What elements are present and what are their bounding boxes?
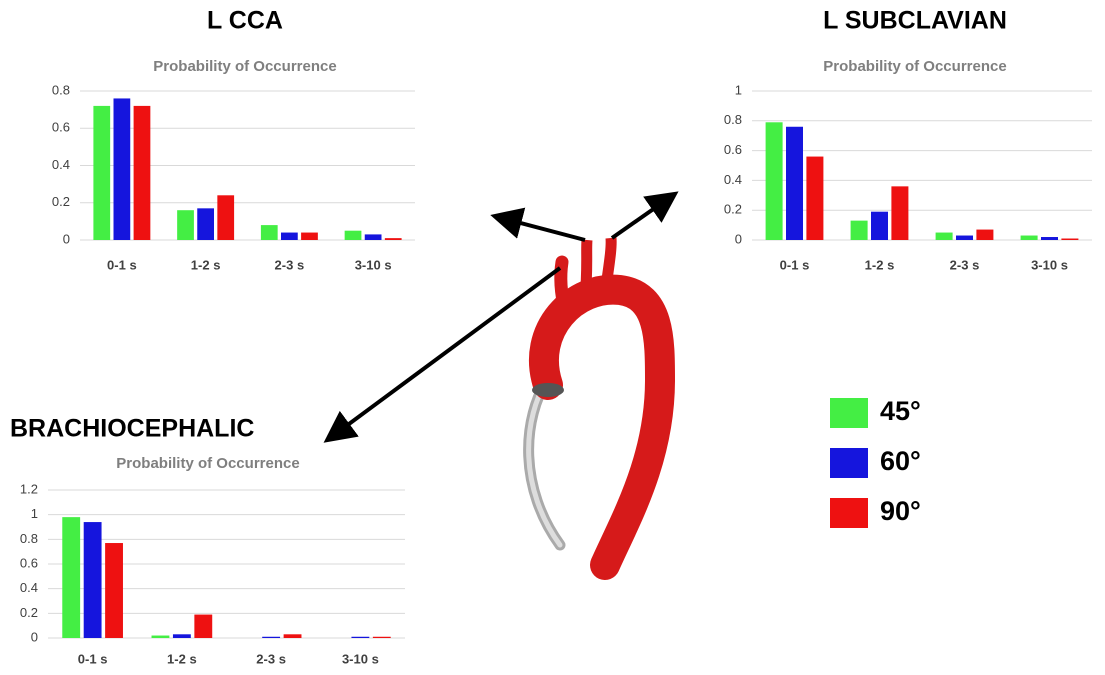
aorta-illustration: [523, 237, 676, 580]
y-tick-label: 0.8: [52, 82, 70, 97]
x-tick-label: 2-3 s: [256, 651, 286, 666]
y-tick-label: 1: [31, 506, 38, 521]
bar: [372, 636, 391, 638]
bar: [786, 126, 803, 240]
bar: [806, 156, 824, 240]
bar: [194, 614, 213, 638]
y-tick-label: 0.2: [724, 202, 742, 217]
chart-title: Probability of Occurrence: [823, 58, 1006, 75]
bar: [384, 238, 402, 240]
bar: [260, 225, 278, 240]
bar: [283, 634, 302, 638]
x-tick-label: 1-2 s: [167, 651, 197, 666]
chart-title: Probability of Occurrence: [153, 58, 336, 75]
x-tick-label: 3-10 s: [355, 257, 392, 272]
y-tick-label: 0.8: [20, 531, 38, 546]
x-tick-label: 0-1 s: [780, 257, 810, 272]
y-tick-label: 0.6: [20, 555, 38, 570]
bar: [891, 186, 909, 240]
legend-swatch: [830, 448, 868, 478]
bar: [177, 210, 194, 240]
bar: [351, 636, 370, 638]
bar: [344, 230, 362, 240]
y-tick-label: 0.2: [20, 605, 38, 620]
bar: [172, 634, 191, 638]
y-tick-label: 0.6: [724, 142, 742, 157]
x-tick-label: 3-10 s: [342, 651, 379, 666]
legend-swatch: [830, 498, 868, 528]
y-tick-label: 0: [735, 231, 742, 246]
bar: [850, 220, 868, 240]
legend-label: 45°: [880, 396, 921, 426]
bar: [765, 122, 783, 240]
bar: [197, 208, 214, 240]
bar: [871, 211, 888, 240]
y-tick-label: 0: [31, 629, 38, 644]
chart-title: Probability of Occurrence: [116, 455, 299, 472]
x-tick-label: 2-3 s: [950, 257, 980, 272]
bar: [1061, 238, 1079, 240]
bar: [935, 232, 953, 240]
bar: [133, 105, 151, 241]
bar: [105, 543, 123, 638]
bar: [1041, 237, 1058, 240]
chart-heading: BRACHIOCEPHALIC: [10, 415, 254, 443]
y-tick-label: 1.2: [20, 481, 38, 496]
y-tick-label: 0.6: [52, 120, 70, 135]
bar: [113, 98, 131, 240]
y-tick-label: 0.4: [52, 157, 70, 172]
bar: [281, 232, 298, 240]
bar: [62, 517, 81, 638]
bar: [976, 229, 994, 240]
bar: [93, 105, 111, 241]
y-tick-label: 0.4: [20, 580, 38, 595]
bar: [262, 636, 281, 638]
x-tick-label: 1-2 s: [865, 257, 895, 272]
y-tick-label: 1: [735, 82, 742, 97]
arrows: [323, 191, 679, 443]
bar: [83, 522, 102, 638]
bar: [956, 235, 973, 240]
x-tick-label: 0-1 s: [107, 257, 137, 272]
bar: [151, 635, 170, 638]
legend-label: 60°: [880, 446, 921, 476]
x-tick-label: 0-1 s: [78, 651, 108, 666]
chart-heading: L SUBCLAVIAN: [823, 7, 1007, 35]
y-tick-label: 0.8: [724, 112, 742, 127]
legend-swatch: [830, 398, 868, 428]
chart-heading: L CCA: [207, 7, 283, 35]
legend-label: 90°: [880, 496, 921, 526]
bar: [217, 195, 235, 240]
bar: [301, 232, 318, 240]
y-tick-label: 0.4: [724, 172, 742, 187]
bar: [364, 234, 382, 240]
x-tick-label: 2-3 s: [275, 257, 305, 272]
y-tick-label: 0: [63, 231, 70, 246]
bar: [1020, 235, 1038, 240]
y-tick-label: 0.2: [52, 194, 70, 209]
x-tick-label: 1-2 s: [191, 257, 221, 272]
x-tick-label: 3-10 s: [1031, 257, 1068, 272]
